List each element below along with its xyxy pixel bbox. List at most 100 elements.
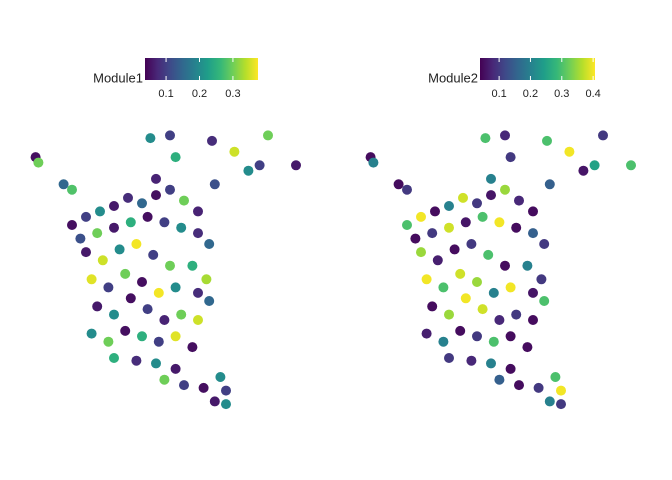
cell-point xyxy=(148,249,159,260)
cell-point xyxy=(444,201,454,211)
cell-point xyxy=(556,399,566,410)
cell-point xyxy=(67,184,77,195)
cell-point xyxy=(421,274,432,285)
cell-point xyxy=(153,287,164,298)
cell-point xyxy=(514,380,524,391)
cell-point xyxy=(444,309,454,320)
cell-point xyxy=(402,220,412,230)
cell-point xyxy=(193,287,203,298)
cell-point xyxy=(221,399,231,410)
cell-point xyxy=(97,255,108,266)
cell-point xyxy=(159,315,170,325)
cell-point xyxy=(81,247,91,258)
cell-point xyxy=(145,133,156,144)
cell-point xyxy=(505,152,516,163)
cell-point xyxy=(142,211,153,222)
cell-point xyxy=(153,336,164,347)
cell-point xyxy=(416,211,426,222)
cell-point xyxy=(187,342,198,353)
cell-point xyxy=(427,301,438,312)
cell-point xyxy=(458,192,468,203)
cell-point xyxy=(505,282,516,293)
cell-point xyxy=(165,184,175,195)
colorbar-tick-label: 0.4 xyxy=(585,88,600,100)
cell-point xyxy=(421,328,432,339)
cell-point xyxy=(204,239,215,249)
cell-point xyxy=(455,325,466,336)
cell-point xyxy=(522,260,533,271)
colorbar xyxy=(480,58,595,80)
cell-point xyxy=(494,315,505,325)
cell-point xyxy=(193,315,203,325)
cell-point xyxy=(466,239,477,249)
cell-point xyxy=(589,160,600,171)
cell-point xyxy=(505,363,516,374)
cell-point xyxy=(564,146,575,157)
cell-point xyxy=(95,206,105,217)
cell-point xyxy=(137,331,147,342)
cell-point xyxy=(528,206,538,217)
cell-point xyxy=(291,160,301,171)
cell-point xyxy=(137,198,147,209)
cell-point xyxy=(123,192,133,203)
cell-point xyxy=(114,244,125,255)
cell-point xyxy=(193,206,203,217)
cell-point xyxy=(444,353,454,363)
cell-point xyxy=(544,179,555,190)
cell-point xyxy=(486,358,496,369)
cell-point xyxy=(103,336,114,347)
cell-point xyxy=(151,190,161,201)
cell-point xyxy=(198,382,209,393)
cell-point xyxy=(472,198,482,209)
cell-point xyxy=(486,173,496,184)
cell-point xyxy=(410,233,421,244)
cell-point xyxy=(103,282,114,293)
cell-point xyxy=(488,336,499,347)
cell-point xyxy=(263,130,273,141)
cell-point xyxy=(120,268,131,279)
cell-point xyxy=(170,363,181,374)
cell-point xyxy=(528,287,538,298)
legend-title: Module2 xyxy=(428,70,478,85)
cell-point xyxy=(131,355,142,366)
cell-point xyxy=(393,179,404,190)
cell-point xyxy=(542,135,552,146)
cell-point xyxy=(455,268,466,279)
cell-point xyxy=(179,195,189,206)
cell-point xyxy=(528,315,538,325)
cell-point xyxy=(109,309,119,320)
cell-point xyxy=(204,296,215,306)
colorbar-tick-label: 0.1 xyxy=(158,88,173,100)
cell-point xyxy=(229,146,240,157)
cell-point xyxy=(626,160,636,171)
cell-point xyxy=(539,239,550,249)
legend-title: Module1 xyxy=(93,70,143,85)
cell-point xyxy=(58,179,69,190)
cell-point xyxy=(472,277,482,287)
cell-point xyxy=(75,233,86,244)
cell-point xyxy=(176,222,187,233)
cell-point xyxy=(215,372,226,382)
cell-point xyxy=(159,217,170,228)
cell-point xyxy=(477,304,488,315)
colorbar-tick-label: 0.1 xyxy=(491,88,506,100)
cell-point xyxy=(151,358,161,369)
colorbar xyxy=(145,58,258,80)
cell-point xyxy=(92,301,103,312)
cell-point xyxy=(368,157,379,168)
cell-point xyxy=(221,385,231,396)
cell-point xyxy=(179,380,189,391)
cell-point xyxy=(81,211,91,222)
cell-point xyxy=(86,274,97,285)
cell-point xyxy=(533,382,544,393)
cell-point xyxy=(544,396,555,407)
cell-point xyxy=(472,331,482,342)
cell-point xyxy=(483,249,494,260)
cell-point xyxy=(193,228,203,239)
cell-point xyxy=(427,228,438,239)
cell-point xyxy=(209,396,220,407)
cell-point xyxy=(460,293,471,304)
cell-point xyxy=(109,353,119,363)
